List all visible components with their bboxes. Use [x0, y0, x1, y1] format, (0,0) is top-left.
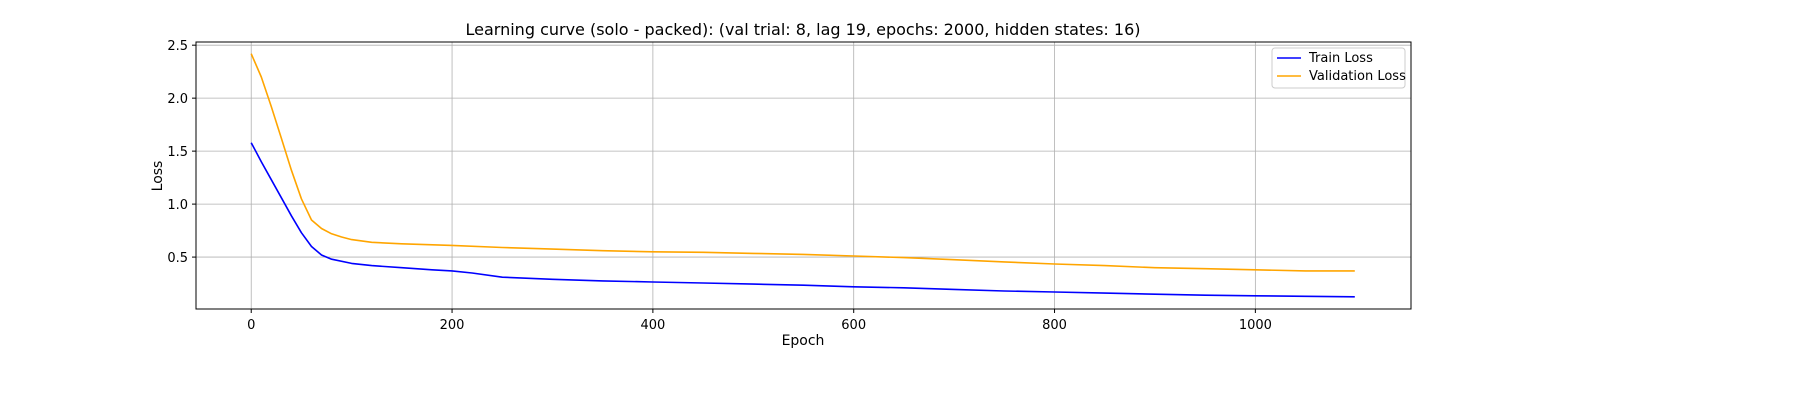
x-axis-label: Epoch [782, 333, 825, 349]
y-tick-label: 2.5 [167, 39, 188, 54]
chart-title: Learning curve (solo - packed): (val tri… [466, 20, 1141, 39]
grid-lines [196, 42, 1411, 309]
plot-area-frame [195, 41, 1412, 310]
series-line-validation-loss [250, 53, 1355, 272]
x-tick-label: 400 [640, 318, 665, 333]
y-tick-label: 1.0 [167, 198, 188, 213]
x-tick-label: 800 [1042, 318, 1067, 333]
legend-box [1271, 47, 1406, 89]
x-tick-label: 200 [440, 318, 465, 333]
y-tick-label: 2.0 [167, 92, 188, 107]
y-tick-label: 0.5 [167, 251, 188, 266]
x-tick-label: 1000 [1239, 318, 1272, 333]
y-tick-label: 1.5 [167, 145, 188, 160]
legend-label-train-loss: Train Loss [1308, 51, 1373, 66]
y-axis-label: Loss [150, 161, 166, 192]
x-tick-label: 0 [247, 318, 255, 333]
series-line-train-loss [250, 142, 1355, 298]
x-tick-label: 600 [841, 318, 866, 333]
legend: Train Loss Validation Loss [1271, 47, 1406, 89]
series-lines [250, 53, 1355, 298]
legend-label-validation-loss: Validation Loss [1309, 69, 1406, 84]
axis-ticks: 0 200 400 600 800 1000 0.5 1.0 1.5 2.0 2.5 [167, 39, 1272, 333]
